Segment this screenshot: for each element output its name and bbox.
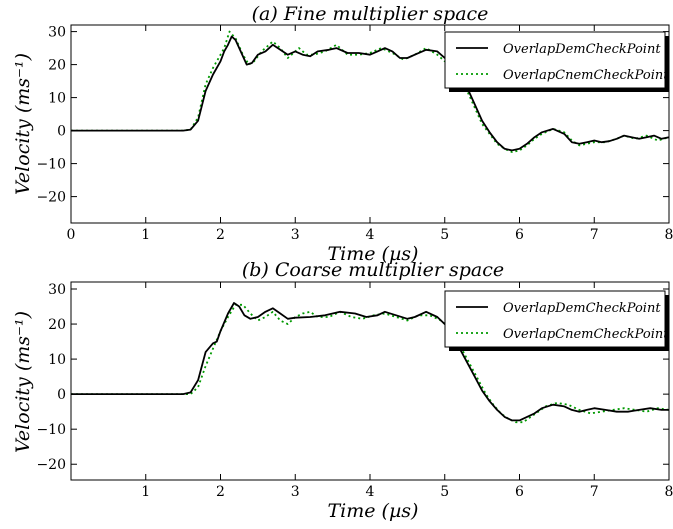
x-tick-label: 6: [515, 227, 524, 243]
x-tick-label: 7: [590, 484, 599, 500]
y-tick-label: −20: [36, 190, 66, 206]
x-tick-label: 2: [216, 227, 225, 243]
legend-label-dem: OverlapDemCheckPoint: [503, 42, 661, 57]
y-axis-label: Velocity (ms⁻¹): [12, 311, 34, 453]
y-tick-label: 0: [57, 124, 66, 140]
y-tick-label: 10: [48, 91, 66, 107]
x-tick-label: 4: [366, 227, 375, 243]
x-tick-label: 8: [665, 227, 673, 243]
y-tick-label: 0: [57, 387, 66, 403]
chart-panel-b: (b) Coarse multiplier space 1 2 3 4 5 6 7 8 30 20…: [12, 259, 673, 522]
x-tick-label: 3: [291, 484, 300, 500]
legend-box: [444, 31, 666, 89]
plot-frame: [70, 281, 670, 481]
legend-box: [444, 290, 666, 348]
x-tick-label: 1: [141, 484, 150, 500]
x-axis-label: Time (µs): [328, 500, 419, 522]
legend-label-cnem: OverlapCnemCheckPoint: [503, 68, 669, 83]
y-axis-label: Velocity (ms⁻¹): [12, 53, 34, 195]
data-series: [71, 302, 670, 424]
x-axis-label: Time (µs): [328, 243, 419, 265]
chart-title: (a) Fine multiplier space: [252, 3, 489, 25]
y-tick-label: −10: [36, 422, 66, 438]
x-tick-label: 6: [515, 484, 524, 500]
y-tick-label: −20: [36, 457, 66, 473]
y-tick-label: 30: [48, 282, 66, 298]
x-tick-label: 4: [366, 484, 375, 500]
x-tick-label: 7: [590, 227, 599, 243]
y-tick-label: 30: [48, 25, 66, 41]
x-tick-label: 0: [67, 227, 76, 243]
y-tick-label: 20: [48, 317, 66, 333]
series-line-dem: [71, 35, 670, 152]
plot-frame: [70, 24, 670, 224]
chart-panel-a: (a) Fine multiplier space 0 1 2 3 4 5 6 7 8 30 20 1…: [12, 3, 673, 265]
x-tick-label: 8: [665, 484, 673, 500]
x-tick-label: 5: [440, 484, 449, 500]
x-tick-label: 5: [440, 227, 449, 243]
y-tick-label: 10: [48, 352, 66, 368]
chart-title: (b) Coarse multiplier space: [242, 259, 504, 281]
legend: OverlapDemCheckPoint OverlapCnemCheckPoi…: [444, 290, 669, 351]
y-tick-label: 20: [48, 58, 66, 74]
legend-label-dem: OverlapDemCheckPoint: [503, 301, 661, 316]
y-tick-label: −10: [36, 157, 66, 173]
legend: OverlapDemCheckPoint OverlapCnemCheckPoi…: [444, 31, 669, 92]
series-line-dem: [71, 302, 669, 422]
data-series: [71, 30, 670, 153]
x-tick-label: 3: [291, 227, 300, 243]
x-tick-label: 2: [216, 484, 225, 500]
x-tick-label: 1: [141, 227, 150, 243]
legend-label-cnem: OverlapCnemCheckPoint: [503, 327, 669, 342]
